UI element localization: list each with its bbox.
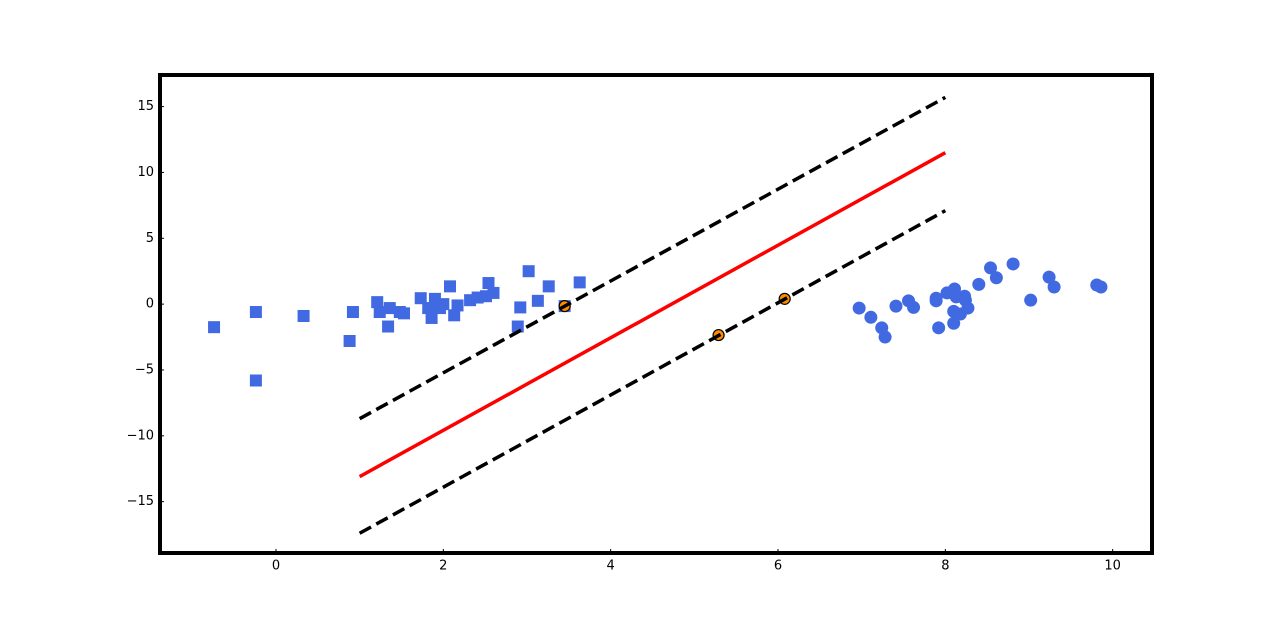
square-point (343, 334, 356, 347)
y-tick-label: −15 (127, 494, 154, 509)
square-point (414, 292, 427, 305)
circle-point (961, 301, 975, 315)
square-point (346, 306, 359, 319)
square-point (514, 301, 527, 314)
y-tick-label: −10 (127, 428, 154, 443)
square-point (531, 294, 544, 307)
x-tick-label: 4 (607, 559, 615, 574)
square-point (208, 321, 221, 334)
square-point (422, 302, 435, 315)
square-point (249, 374, 262, 387)
circle-point (972, 277, 986, 291)
x-tick-label: 0 (272, 559, 280, 574)
circle-point (852, 301, 866, 315)
y-tick-label: 0 (146, 297, 154, 312)
square-point (425, 311, 438, 324)
square-point (451, 299, 464, 312)
circle-point (1006, 257, 1020, 271)
square-point (397, 307, 410, 320)
square-point (522, 265, 535, 278)
y-tick-label: −5 (135, 362, 154, 377)
decision-line (358, 151, 947, 479)
square-point (382, 320, 395, 333)
square-point (487, 286, 500, 299)
x-tick-label: 10 (1104, 559, 1121, 574)
square-point (542, 280, 555, 293)
circle-point (878, 330, 892, 344)
square-point (249, 306, 262, 319)
circle-point (889, 299, 903, 313)
square-point (373, 306, 386, 319)
y-tick-label: 5 (146, 231, 154, 246)
square-point (297, 309, 310, 322)
x-tick-label: 6 (774, 559, 782, 574)
circle-point (907, 300, 921, 314)
x-tick-label: 2 (439, 559, 447, 574)
square-point (573, 276, 586, 289)
square-point (444, 280, 457, 293)
square-point (437, 298, 450, 311)
square-point (383, 302, 396, 315)
circle-point (984, 261, 998, 275)
circle-point (1024, 293, 1038, 307)
y-tick-label: 15 (137, 99, 154, 114)
circle-point (989, 271, 1003, 285)
square-point (511, 320, 524, 333)
margin-line (358, 209, 947, 535)
circle-point (1047, 280, 1061, 294)
plot-frame (158, 73, 1154, 555)
square-point (448, 309, 461, 322)
y-tick-label: 10 (137, 165, 154, 180)
square-point (371, 296, 384, 309)
margin-line (358, 95, 947, 421)
circle-point (864, 310, 878, 324)
square-point (482, 277, 495, 290)
circle-point (1094, 280, 1108, 294)
circle-point (1042, 270, 1056, 284)
circle-point (932, 321, 946, 335)
circle-point (947, 316, 961, 330)
circle-point (929, 291, 943, 305)
x-tick-label: 8 (941, 559, 949, 574)
